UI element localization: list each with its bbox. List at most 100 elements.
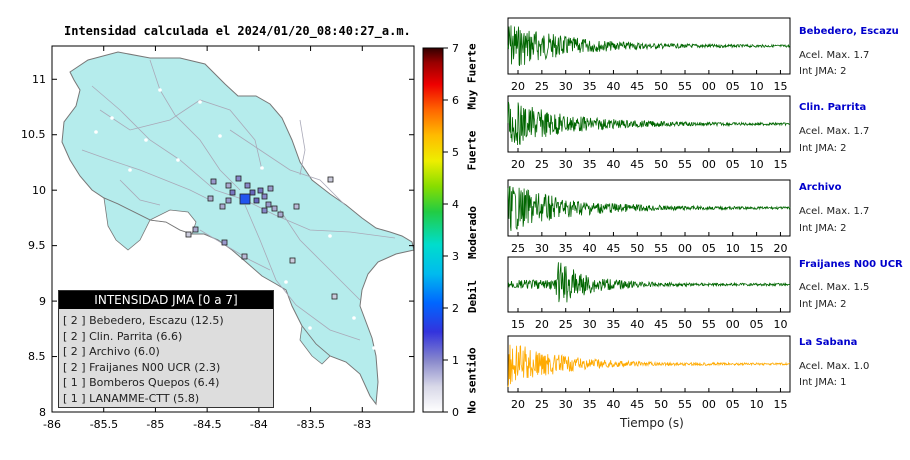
trace-tick-label: 00 — [701, 79, 716, 93]
trace-tick-label: 40 — [582, 241, 597, 255]
trace-tick-label: 20 — [511, 397, 525, 411]
trace-tick-label: 10 — [773, 317, 788, 331]
trace-int-jma: Int JMA: 2 — [799, 223, 847, 234]
map-x-tick-label: -85.5 — [89, 417, 119, 431]
trace-tick-label: 10 — [749, 397, 764, 411]
colorbar-tick-label: 3 — [452, 249, 459, 263]
trace-tick-label: 30 — [582, 317, 597, 331]
epicenter-marker — [239, 193, 251, 205]
trace-panel — [507, 95, 791, 153]
map-x-tick-label: -84.5 — [193, 417, 222, 431]
trace-tick-label: 00 — [678, 241, 693, 255]
trace-tick-label: 05 — [725, 157, 740, 171]
x-axis-label: Tiempo (s) — [620, 416, 684, 430]
legend-item: [ 1 ] Bomberos Quepos (6.4) — [63, 376, 220, 389]
trace-tick-label: 20 — [773, 241, 788, 255]
seismogram-trace — [507, 344, 791, 388]
trace-tick-label: 20 — [511, 157, 525, 171]
trace-tick-label: 30 — [558, 79, 573, 93]
trace-tick-label: 30 — [534, 241, 549, 255]
trace-tick-label: 55 — [654, 241, 669, 255]
trace-station-name: Clin. Parrita — [799, 102, 867, 113]
trace-tick-label: 35 — [582, 397, 597, 411]
trace-tick-label: 40 — [630, 317, 645, 331]
trace-panel — [507, 256, 791, 313]
map-x-tick-label: -86 — [43, 417, 61, 431]
trace-tick-label: 50 — [654, 157, 669, 171]
colorbar — [422, 47, 444, 413]
colorbar-category-label: Fuerte — [465, 130, 479, 170]
trace-tick-label: 30 — [558, 397, 573, 411]
trace-tick-label: 25 — [534, 157, 549, 171]
trace-acc-max: Acel. Max. 1.0 — [799, 361, 870, 372]
trace-tick-label: 00 — [725, 317, 740, 331]
trace-tick-label: 40 — [606, 397, 621, 411]
trace-tick-label: 20 — [534, 317, 549, 331]
trace-panel — [507, 179, 791, 237]
trace-tick-label: 35 — [582, 79, 597, 93]
trace-tick-label: 10 — [749, 157, 764, 171]
colorbar-category-label: Muy Fuerte — [465, 42, 479, 110]
trace-tick-label: 15 — [511, 317, 525, 331]
trace-tick-label: 35 — [558, 241, 573, 255]
colorbar-category-label: Debil — [465, 279, 479, 313]
trace-station-name: La Sabana — [799, 337, 858, 348]
trace-int-jma: Int JMA: 1 — [799, 377, 847, 388]
trace-tick-label: 15 — [749, 241, 764, 255]
seismogram-trace — [507, 25, 791, 67]
trace-acc-max: Acel. Max. 1.7 — [799, 206, 870, 217]
seismogram-trace — [507, 185, 791, 231]
trace-tick-label: 40 — [606, 157, 621, 171]
map-x-tick-label: -83.5 — [296, 417, 326, 431]
map-title: Intensidad calculada el 2024/01/20_08:40… — [64, 24, 411, 38]
trace-acc-max: Acel. Max. 1.7 — [799, 126, 870, 137]
map-y-tick-label: 9 — [39, 294, 46, 308]
legend-item: [ 2 ] Fraijanes N00 UCR (2.3) — [63, 360, 221, 374]
legend-item: [ 1 ] LANAMME-CTT (5.8) — [63, 391, 200, 405]
map-x-tick-label: -85 — [146, 417, 165, 431]
trace-tick-label: 25 — [511, 241, 525, 255]
colorbar-category-label: No sentido — [465, 346, 479, 414]
trace-tick-label: 45 — [654, 317, 669, 331]
legend-title: INTENSIDAD JMA [0 a 7] — [59, 291, 273, 309]
trace-tick-label: 50 — [678, 317, 693, 331]
trace-tick-label: 25 — [534, 397, 549, 411]
trace-acc-max: Acel. Max. 1.7 — [799, 50, 870, 61]
trace-tick-label: 15 — [773, 157, 788, 171]
trace-tick-label: 55 — [678, 79, 693, 93]
map-y-tick-label: 9.5 — [28, 239, 46, 253]
legend-item: [ 2 ] Archivo (6.0) — [63, 345, 160, 358]
map-y-tick-label: 10 — [32, 183, 46, 197]
colorbar-tick-label: 2 — [452, 301, 459, 315]
trace-panel — [507, 335, 791, 393]
trace-tick-label: 45 — [630, 397, 645, 411]
seismogram-trace — [507, 101, 791, 146]
trace-tick-label: 15 — [773, 397, 788, 411]
trace-int-jma: Int JMA: 2 — [799, 299, 847, 310]
trace-tick-label: 25 — [558, 317, 573, 331]
trace-station-name: Archivo — [799, 182, 842, 193]
trace-tick-label: 00 — [701, 157, 716, 171]
trace-station-name: Fraijanes N00 UCR — [799, 259, 903, 270]
trace-tick-label: 55 — [701, 317, 716, 331]
colorbar-tick-label: 4 — [452, 197, 459, 211]
legend-item: [ 2 ] Bebedero, Escazu (12.5) — [63, 314, 224, 327]
colorbar-tick-label: 5 — [452, 145, 459, 159]
trace-tick-label: 45 — [630, 157, 645, 171]
map-y-tick-label: 10.5 — [21, 128, 46, 142]
trace-tick-label: 40 — [606, 79, 621, 93]
trace-tick-label: 10 — [749, 79, 764, 93]
map-x-tick-label: -83 — [353, 417, 372, 431]
trace-tick-label: 05 — [701, 241, 716, 255]
trace-tick-label: 50 — [630, 241, 645, 255]
trace-int-jma: Int JMA: 2 — [799, 143, 847, 154]
trace-tick-label: 00 — [701, 397, 716, 411]
trace-tick-label: 35 — [606, 317, 621, 331]
trace-tick-label: 50 — [654, 397, 669, 411]
map-y-tick-label: 11 — [32, 72, 46, 86]
trace-tick-label: 25 — [534, 79, 549, 93]
trace-tick-label: 45 — [630, 79, 645, 93]
trace-station-name: Bebedero, Escazu — [799, 26, 899, 37]
trace-tick-label: 20 — [511, 79, 525, 93]
seismogram-trace — [507, 262, 791, 303]
